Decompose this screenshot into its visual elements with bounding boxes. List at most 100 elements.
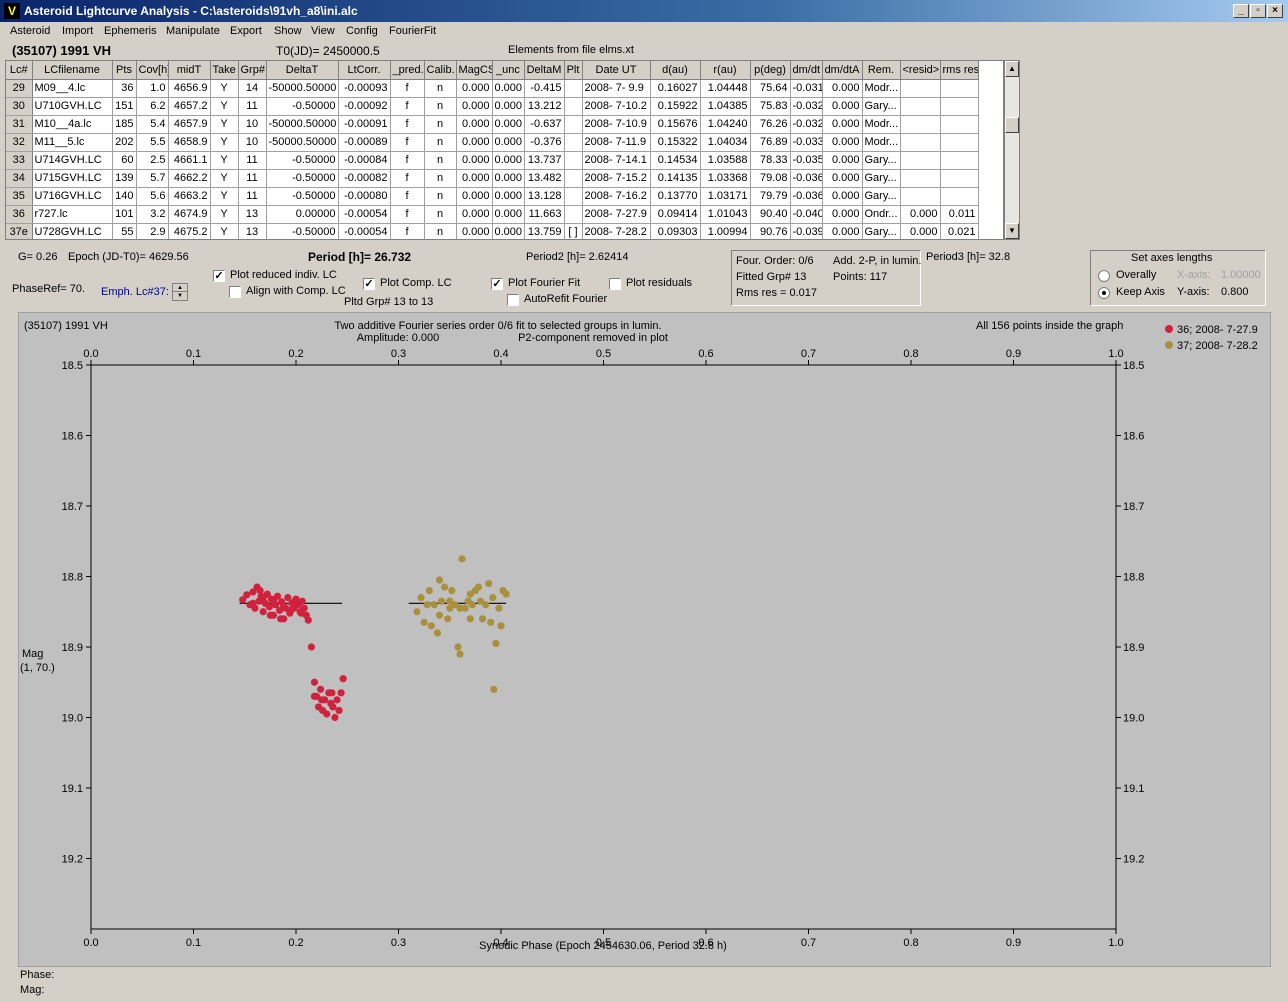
column-header[interactable]: Take: [210, 61, 239, 80]
table-cell[interactable]: Y: [210, 223, 239, 239]
table-row[interactable]: 36 r727.lc 101 3.2 4674.9 Y 13 0.00000 -0.00054 f…: [6, 205, 979, 224]
table-cell[interactable]: 79.79: [750, 187, 791, 206]
table-cell[interactable]: 0.14135: [650, 169, 701, 188]
column-header[interactable]: Cov[h]: [136, 61, 169, 80]
menu-config[interactable]: Config: [346, 25, 378, 37]
column-header[interactable]: rms res: [940, 61, 979, 80]
table-cell[interactable]: 139: [112, 169, 137, 188]
table-cell[interactable]: -0.035: [790, 151, 823, 170]
table-cell[interactable]: [564, 205, 583, 224]
table-cell[interactable]: n: [424, 133, 457, 152]
table-cell[interactable]: -0.036: [790, 169, 823, 188]
table-cell[interactable]: 2008- 7-10.9: [582, 115, 651, 134]
table-cell[interactable]: [564, 169, 583, 188]
table-cell[interactable]: 4675.2: [168, 223, 211, 239]
table-cell[interactable]: [940, 187, 979, 206]
table-cell[interactable]: n: [424, 79, 457, 98]
table-cell[interactable]: Y: [210, 97, 239, 116]
table-cell[interactable]: 11: [238, 187, 267, 206]
table-cell[interactable]: 0.000: [822, 151, 863, 170]
table-cell[interactable]: [940, 97, 979, 116]
table-cell[interactable]: 13.212: [524, 97, 565, 116]
table-cell[interactable]: Gary...: [862, 151, 901, 170]
table-cell[interactable]: 0.000: [492, 169, 525, 188]
table-cell[interactable]: 0.000: [822, 79, 863, 98]
table-cell[interactable]: 0.000: [456, 205, 493, 224]
table-cell[interactable]: Y: [210, 115, 239, 134]
table-cell[interactable]: M09__4.lc: [32, 79, 113, 98]
table-cell[interactable]: 2008- 7-28.2: [582, 223, 651, 239]
emph-spinner[interactable]: ▲ ▼: [172, 283, 188, 301]
table-cell[interactable]: 5.6: [136, 187, 169, 206]
table-cell[interactable]: 60: [112, 151, 137, 170]
table-cell[interactable]: 2008- 7-14.1: [582, 151, 651, 170]
table-cell[interactable]: 0.15676: [650, 115, 701, 134]
table-cell[interactable]: 0.000: [456, 169, 493, 188]
table-cell[interactable]: 79.08: [750, 169, 791, 188]
table-cell[interactable]: 0.14534: [650, 151, 701, 170]
table-cell[interactable]: 55: [112, 223, 137, 239]
table-cell[interactable]: -0.00080: [338, 187, 391, 206]
table-cell[interactable]: -50000.50000: [266, 133, 339, 152]
table-cell[interactable]: 11: [238, 151, 267, 170]
table-cell[interactable]: 13: [238, 205, 267, 224]
overally-radio[interactable]: [1098, 270, 1110, 282]
table-cell[interactable]: 0.000: [492, 205, 525, 224]
table-cell[interactable]: 4658.9: [168, 133, 211, 152]
table-cell[interactable]: 90.76: [750, 223, 791, 239]
table-cell[interactable]: [ ]: [564, 223, 583, 239]
column-header[interactable]: p(deg): [750, 61, 791, 80]
table-cell[interactable]: -0.00054: [338, 223, 391, 239]
lightcurve-plot[interactable]: (35107) 1991 VH Two additive Fourier ser…: [18, 312, 1271, 967]
table-cell[interactable]: f: [390, 187, 425, 206]
table-cell[interactable]: [564, 133, 583, 152]
table-cell[interactable]: U715GVH.LC: [32, 169, 113, 188]
column-header[interactable]: <resid>: [900, 61, 941, 80]
table-cell[interactable]: Y: [210, 133, 239, 152]
table-cell[interactable]: [564, 79, 583, 98]
table-cell[interactable]: 0.000: [492, 133, 525, 152]
plot-fourier-checkbox[interactable]: ✓: [491, 278, 503, 290]
table-cell[interactable]: 0.000: [492, 97, 525, 116]
column-header[interactable]: _unc: [492, 61, 525, 80]
close-button[interactable]: ×: [1267, 4, 1283, 18]
table-cell[interactable]: 36: [112, 79, 137, 98]
lightcurve-table[interactable]: Lc# LCfilename Pts Cov[h] midT Take Grp# DeltaT…: [5, 60, 1004, 240]
table-cell[interactable]: 0.000: [822, 97, 863, 116]
row-header[interactable]: 34: [6, 169, 33, 188]
table-cell[interactable]: -0.415: [524, 79, 565, 98]
table-cell[interactable]: 5.7: [136, 169, 169, 188]
table-cell[interactable]: -0.032: [790, 97, 823, 116]
table-cell[interactable]: 0.000: [822, 169, 863, 188]
column-header[interactable]: midT: [168, 61, 211, 80]
table-cell[interactable]: n: [424, 187, 457, 206]
table-cell[interactable]: 1.04448: [700, 79, 751, 98]
table-cell[interactable]: 76.26: [750, 115, 791, 134]
table-cell[interactable]: -50000.50000: [266, 79, 339, 98]
plot-comp-checkbox[interactable]: ✓: [363, 278, 375, 290]
table-cell[interactable]: 0.000: [492, 115, 525, 134]
row-header[interactable]: 33: [6, 151, 33, 170]
row-header[interactable]: 31: [6, 115, 33, 134]
table-cell[interactable]: 0.000: [456, 133, 493, 152]
table-cell[interactable]: -0.376: [524, 133, 565, 152]
menu-view[interactable]: View: [311, 25, 335, 37]
table-cell[interactable]: 75.64: [750, 79, 791, 98]
table-cell[interactable]: [900, 97, 941, 116]
table-cell[interactable]: 11: [238, 97, 267, 116]
table-cell[interactable]: Y: [210, 187, 239, 206]
column-header[interactable]: dm/dtA: [822, 61, 863, 80]
row-header[interactable]: 32: [6, 133, 33, 152]
table-row[interactable]: 34 U715GVH.LC 139 5.7 4662.2 Y 11 -0.50000 -0.00…: [6, 169, 979, 188]
table-cell[interactable]: 4656.9: [168, 79, 211, 98]
table-cell[interactable]: Gary...: [862, 187, 901, 206]
table-cell[interactable]: 1.04034: [700, 133, 751, 152]
table-cell[interactable]: 75.83: [750, 97, 791, 116]
table-cell[interactable]: 0.000: [456, 151, 493, 170]
table-cell[interactable]: 2008- 7-16.2: [582, 187, 651, 206]
column-header[interactable]: _pred.: [390, 61, 425, 80]
table-cell[interactable]: n: [424, 205, 457, 224]
table-cell[interactable]: Y: [210, 151, 239, 170]
table-cell[interactable]: 2008- 7- 9.9: [582, 79, 651, 98]
keep-axis-radio[interactable]: [1098, 287, 1110, 299]
